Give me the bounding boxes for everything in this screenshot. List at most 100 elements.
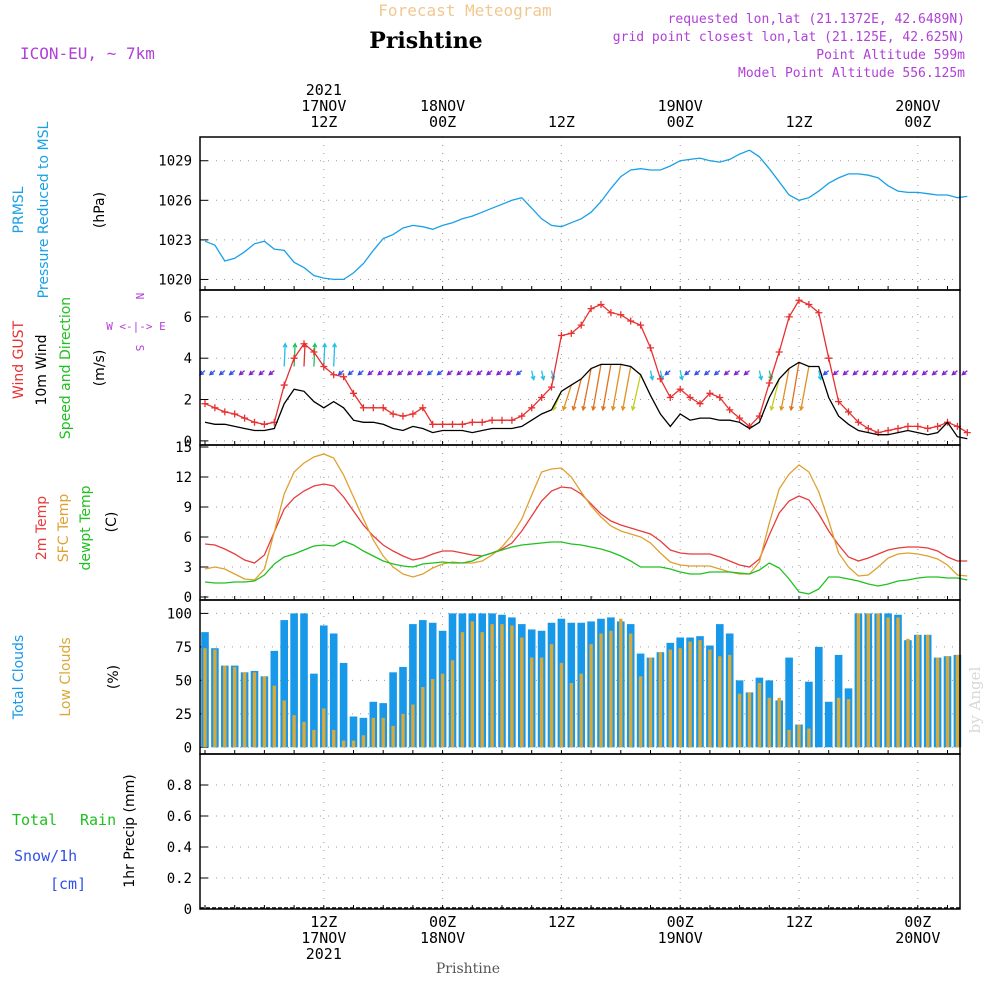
bar-low-clouds — [549, 644, 554, 748]
wind-arrow-head — [561, 405, 567, 412]
wind-arrow-head — [769, 405, 775, 412]
bar-low-clouds — [431, 679, 435, 748]
gust-marker — [884, 427, 892, 435]
wind-arrow — [582, 368, 592, 410]
gust-marker — [864, 424, 872, 432]
bar-low-clouds — [213, 649, 217, 748]
bar-total-clouds — [280, 620, 288, 748]
gust-marker — [439, 420, 447, 428]
wind-arrow — [770, 378, 780, 411]
y-tick-label: 6 — [184, 530, 192, 546]
watermark: by Angel — [966, 666, 984, 733]
gust-marker — [666, 393, 674, 401]
bar-total-clouds — [310, 673, 318, 748]
wind-arrow-head — [921, 370, 927, 376]
wind-arrow-head — [571, 405, 577, 412]
wind-arrow-head — [416, 370, 422, 376]
y-tick-label: 0.4 — [167, 840, 192, 856]
bar-total-clouds — [320, 625, 328, 748]
wind-arrow-head — [540, 375, 546, 381]
bar-low-clouds — [886, 617, 890, 748]
wind-arrow-head — [664, 370, 670, 376]
rain-label: Rain — [80, 811, 116, 829]
model-label: ICON-EU, ~ 7km — [20, 44, 155, 63]
wind-arrow-head — [218, 370, 224, 376]
gust-marker — [389, 410, 397, 418]
gust-marker — [656, 375, 664, 383]
wind-arrow — [562, 384, 572, 411]
bar-low-clouds — [787, 729, 791, 748]
wind-arrow-head — [799, 405, 804, 412]
panel-frame — [199, 753, 961, 910]
bar-low-clouds — [579, 673, 583, 748]
wind-arrow-head — [743, 370, 749, 376]
gust-marker — [429, 420, 437, 428]
bar-total-clouds — [399, 666, 407, 748]
bar-total-clouds — [419, 620, 427, 748]
gust-marker — [597, 300, 605, 308]
bar-low-clouds — [609, 630, 613, 748]
series-wind-gust — [204, 299, 968, 434]
bar-low-clouds — [619, 618, 623, 748]
gust-marker — [409, 410, 417, 418]
bar-low-clouds — [896, 617, 900, 748]
wind-arrow-head — [630, 405, 636, 412]
wind-arrow — [572, 378, 582, 411]
wind-arrow-head — [406, 370, 412, 376]
bar-low-clouds — [332, 729, 336, 748]
gust-marker — [498, 416, 506, 424]
gust-marker — [508, 416, 516, 424]
bar-low-clouds — [450, 660, 455, 748]
gust-marker — [211, 404, 219, 412]
wind-arrow-head — [862, 370, 868, 376]
bar-total-clouds — [359, 717, 368, 748]
wind-arrow-head — [238, 370, 244, 376]
gust-marker — [478, 418, 486, 426]
wind-arrow-head — [779, 405, 785, 412]
wind-arrow-head — [931, 370, 937, 376]
wind-arrow — [790, 362, 800, 410]
bar-low-clouds — [638, 676, 643, 748]
gust-marker — [538, 393, 546, 401]
wind-arrow-head — [228, 370, 234, 376]
bar-low-clouds — [688, 641, 692, 748]
compass-s: S — [133, 345, 146, 352]
wind-arrow-head — [620, 405, 626, 412]
wind-arrow-head — [456, 370, 462, 376]
time-label-bottom: 12Z — [548, 913, 575, 931]
wind-arrow-head — [822, 370, 828, 376]
wind-arrow — [592, 364, 602, 410]
wind-arrow-head — [941, 370, 947, 376]
bar-low-clouds — [490, 624, 494, 748]
time-label-bottom: 2021 — [306, 945, 342, 963]
wind-arrow — [602, 364, 612, 410]
gust-marker — [399, 412, 407, 420]
time-label-bottom: 20NOV — [895, 929, 940, 947]
gust-marker — [340, 373, 348, 381]
bar-total-clouds — [290, 613, 298, 748]
bar-low-clouds — [569, 683, 573, 748]
wind-arrow-head — [367, 370, 373, 376]
wind-arrow — [531, 370, 535, 380]
gust-marker — [627, 317, 635, 325]
wind-arrow-head — [679, 375, 684, 381]
speed-direction-label: Speed and Direction — [58, 297, 74, 439]
y-tick-label: 1026 — [158, 193, 192, 209]
gust-marker — [894, 424, 902, 432]
point-altitude: Point Altitude 599m — [816, 48, 965, 63]
wind-arrow — [649, 370, 654, 380]
bar-low-clouds — [351, 740, 356, 748]
bar-low-clouds — [272, 685, 276, 748]
series-sfc-temp — [204, 453, 968, 581]
panel-clouds: 0 25 50 75 100 — [167, 599, 962, 756]
bar-low-clouds — [470, 621, 474, 748]
requested-coords: requested lon,lat (21.1372E, 42.6489N) — [668, 12, 965, 27]
time-label-bottom: 00Z — [904, 913, 931, 931]
gust-marker — [310, 348, 318, 356]
gust-marker — [419, 404, 427, 412]
bar-low-clouds — [233, 666, 237, 748]
gust-marker — [300, 340, 308, 348]
bar-total-clouds — [409, 624, 417, 748]
bar-total-clouds — [389, 672, 397, 748]
